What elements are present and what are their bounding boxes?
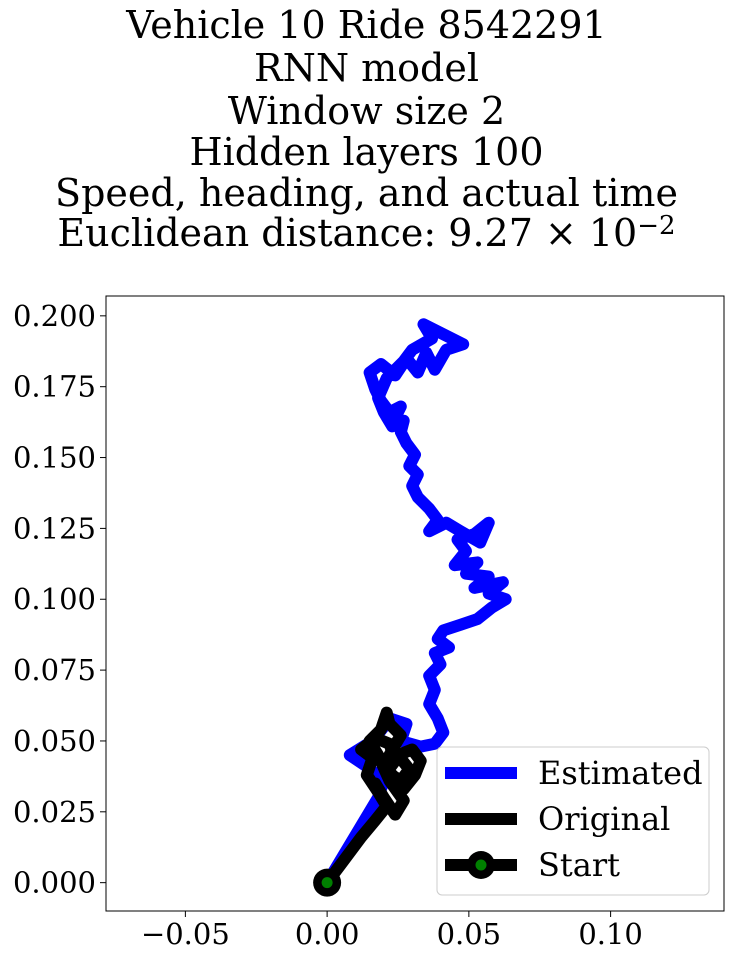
x-tick-label: −0.05: [141, 917, 230, 951]
x-tick-label: 0.05: [437, 917, 502, 951]
y-tick-label: 0.050: [13, 724, 96, 758]
title-line-2: RNN model: [253, 46, 480, 90]
series-line-original: [321, 706, 427, 889]
y-tick-label: 0.100: [13, 582, 96, 616]
legend-start-marker-inner: [475, 859, 487, 871]
title-line-1: Vehicle 10 Ride 8542291: [126, 3, 607, 47]
legend-label-estimated: Estimated: [538, 754, 703, 792]
title-distance-text: Euclidean distance: 9.27 × 10: [57, 211, 638, 255]
y-tick-label: 0.150: [13, 441, 96, 475]
y-tick-label: 0.200: [13, 299, 96, 333]
y-tick-label: 0.075: [13, 653, 96, 687]
legend-label-start: Start: [538, 846, 620, 884]
title-line-4: Hidden layers 100: [189, 130, 544, 174]
plot-frame: [105, 295, 725, 912]
plot-clip-group: [313, 318, 512, 897]
legend-label-original: Original: [538, 800, 670, 838]
title-line-3: Window size 2: [227, 89, 506, 133]
title-line-5: Speed, heading, and actual time: [55, 171, 678, 215]
axes: −0.05 0.00 0.05 0.10 0.000 0.025 0.050 0.075 0.1…: [13, 295, 725, 951]
title-line-6: Euclidean distance: 9.27 × 10−2: [0, 211, 733, 255]
y-tick-label: 0.000: [13, 866, 96, 900]
y-tick-label: 0.025: [13, 795, 96, 829]
x-tick-label: 0.00: [295, 917, 360, 951]
x-tick-label: 0.10: [578, 917, 643, 951]
legend: Estimated Original Start: [436, 746, 710, 896]
plot-area: [313, 318, 512, 897]
y-tick-label: 0.175: [13, 370, 96, 404]
y-tick-label: 0.125: [13, 511, 96, 545]
title-distance-exponent: −2: [637, 211, 676, 241]
start-marker-inner: [321, 877, 333, 889]
legend-box: [436, 746, 710, 896]
series-line-estimated: [321, 318, 512, 889]
